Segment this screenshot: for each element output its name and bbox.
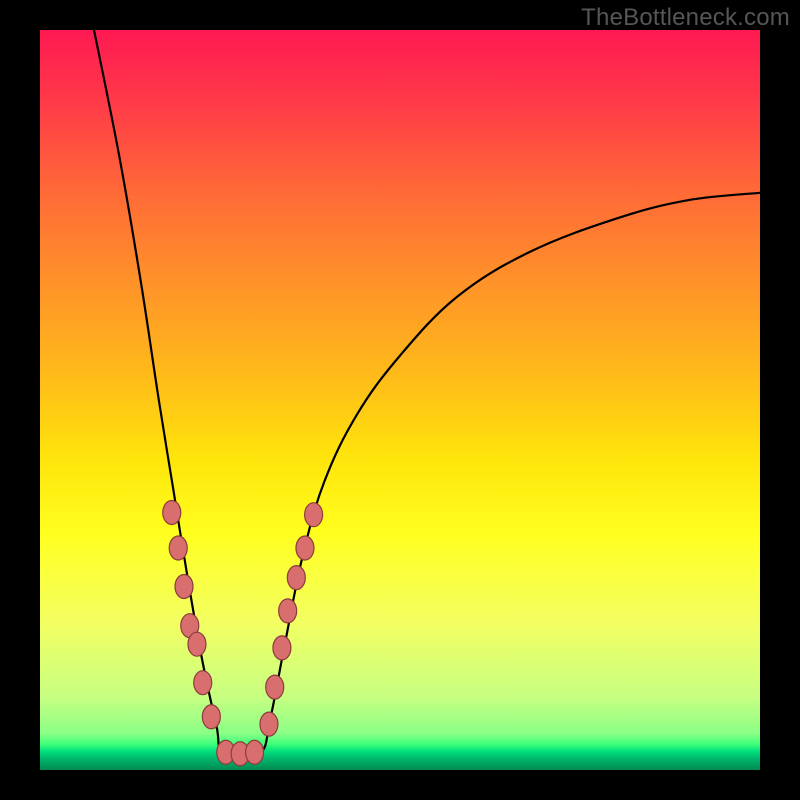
data-marker: [163, 500, 181, 524]
data-marker: [279, 599, 297, 623]
data-marker: [194, 671, 212, 695]
data-marker: [266, 675, 284, 699]
data-marker: [273, 636, 291, 660]
data-marker: [305, 503, 323, 527]
plot-svg: [0, 0, 800, 800]
data-marker: [287, 566, 305, 590]
gradient-background: [40, 30, 760, 770]
data-marker: [246, 740, 264, 764]
data-marker: [188, 632, 206, 656]
data-marker: [169, 536, 187, 560]
data-marker: [202, 705, 220, 729]
data-marker: [175, 574, 193, 598]
watermark-text: TheBottleneck.com: [581, 4, 790, 32]
data-marker: [260, 712, 278, 736]
chart-stage: TheBottleneck.com: [0, 0, 800, 800]
data-marker: [296, 536, 314, 560]
